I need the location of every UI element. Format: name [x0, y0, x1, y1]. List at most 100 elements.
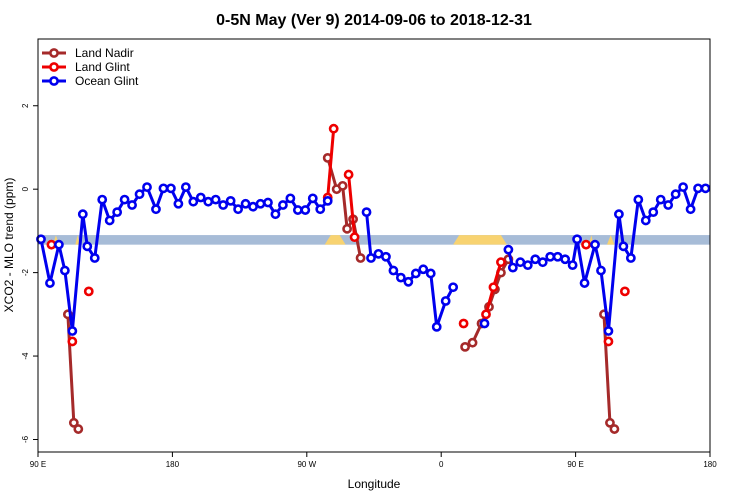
y-tick-label: -4	[21, 352, 30, 360]
x-tick-label: 90 W	[297, 460, 316, 469]
data-point	[134, 189, 145, 200]
data-point	[285, 193, 296, 204]
data-point	[349, 232, 360, 243]
data-point	[496, 257, 506, 268]
legend-label: Ocean Glint	[75, 74, 139, 88]
data-point	[590, 239, 600, 250]
data-point	[395, 272, 406, 283]
data-point	[678, 182, 689, 192]
data-point	[68, 417, 79, 428]
data-point	[342, 223, 353, 234]
data-point	[618, 241, 629, 252]
x-tick-label: 0	[439, 460, 444, 469]
data-point	[403, 276, 414, 287]
y-axis-label: XCO2 - MLO trend (ppm)	[2, 178, 16, 313]
data-point	[45, 278, 55, 288]
data-point	[373, 248, 384, 259]
legend-swatch-marker	[49, 48, 59, 58]
x-axis: 90 E 180 90 W 0 90 E 180	[30, 452, 717, 469]
data-point	[180, 182, 191, 192]
data-point	[467, 337, 478, 348]
data-point	[581, 239, 591, 250]
data-point	[46, 239, 57, 250]
data-point	[431, 321, 442, 332]
data-point	[73, 424, 84, 434]
data-point	[448, 282, 459, 293]
x-tick-label: 180	[703, 460, 717, 469]
data-point	[151, 204, 161, 215]
data-point	[83, 286, 94, 297]
data-point	[685, 204, 696, 215]
data-point	[195, 192, 206, 203]
data-point	[619, 286, 630, 297]
data-point	[388, 265, 399, 276]
data-point	[119, 194, 130, 205]
data-point	[515, 257, 526, 268]
data-point	[67, 326, 78, 336]
data-point	[366, 253, 376, 263]
data-point	[503, 244, 514, 255]
data-point	[328, 123, 339, 134]
data-point	[233, 204, 244, 215]
data-point	[263, 197, 273, 208]
data-point	[381, 251, 391, 262]
data-point	[425, 268, 436, 279]
data-point	[173, 198, 184, 209]
data-point	[693, 183, 703, 194]
data-point	[522, 260, 533, 271]
series-land-glint	[46, 123, 630, 347]
data-point	[579, 278, 590, 288]
data-point	[104, 215, 115, 226]
data-point	[481, 309, 491, 320]
data-point	[605, 417, 615, 428]
data-point	[458, 318, 469, 329]
data-point	[77, 209, 88, 220]
legend-item: Land Glint	[42, 60, 130, 74]
data-point	[278, 200, 288, 210]
data-point	[530, 254, 541, 265]
series-line	[347, 174, 357, 238]
data-point	[700, 183, 711, 194]
data-point	[670, 189, 681, 200]
data-point	[127, 200, 137, 210]
data-point	[625, 253, 636, 263]
legend-item: Land Nadir	[42, 46, 134, 60]
plot-area	[36, 123, 711, 434]
data-point	[322, 195, 333, 206]
data-point	[54, 239, 64, 250]
data-point	[248, 201, 258, 212]
data-point	[633, 194, 644, 205]
data-point	[460, 341, 470, 352]
data-point	[158, 183, 169, 194]
data-point	[337, 180, 348, 191]
data-point	[545, 251, 556, 262]
data-point	[166, 183, 176, 194]
data-point	[507, 262, 518, 273]
plot-frame	[37, 38, 711, 453]
series-ocean-glint	[36, 182, 711, 336]
data-point	[89, 253, 100, 263]
data-point	[567, 260, 578, 271]
y-tick-label: 2	[21, 103, 30, 108]
data-point	[603, 326, 614, 336]
data-point	[225, 195, 236, 206]
data-point	[440, 296, 451, 306]
data-point	[488, 282, 499, 293]
data-point	[560, 254, 571, 265]
x-axis-label: Longitude	[348, 477, 401, 491]
data-point	[97, 194, 108, 205]
surface-band-land-3	[453, 235, 507, 245]
data-point	[603, 336, 614, 347]
data-point	[300, 205, 311, 215]
data-point	[655, 194, 666, 205]
data-point	[663, 200, 674, 210]
series-line	[326, 128, 336, 198]
data-point	[142, 182, 152, 192]
x-tick-label: 90 E	[30, 460, 46, 469]
data-point	[255, 198, 266, 209]
data-point	[648, 207, 659, 218]
data-point	[552, 251, 563, 262]
data-point	[112, 207, 123, 218]
legend-item: Ocean Glint	[42, 74, 139, 88]
